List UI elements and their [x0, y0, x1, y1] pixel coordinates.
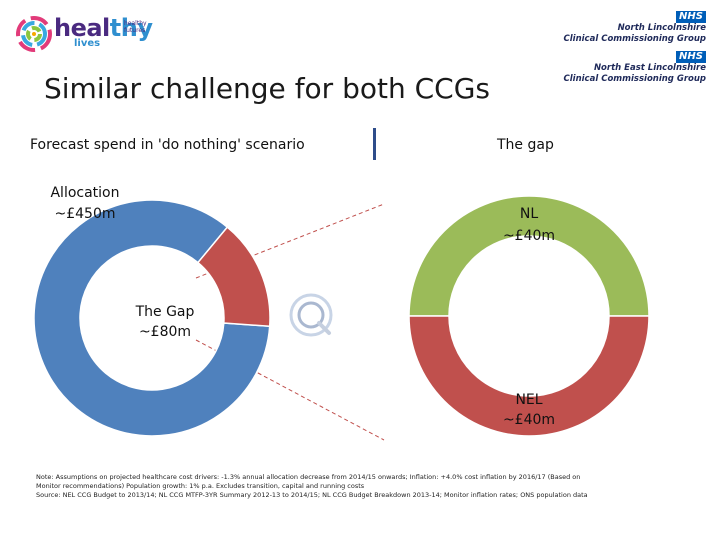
logo-word-b: thy — [109, 14, 153, 42]
nhs-org-line2: Clinical Commissioning Group — [563, 33, 706, 44]
nl-label: NL — [520, 206, 538, 222]
nel-value: ~£40m — [503, 412, 555, 428]
logo-sub: lives — [74, 38, 101, 49]
right-chart-heading: The gap — [497, 137, 554, 153]
heading-divider — [373, 128, 376, 160]
nhs-org-line2: Clinical Commissioning Group — [563, 73, 706, 84]
allocation-label: Allocation — [50, 185, 119, 201]
nhs-org-line1: North Lincolnshire — [617, 23, 706, 33]
nhs-org-line1: North East Lincolnshire — [593, 63, 706, 73]
page-title: Similar challenge for both CCGs — [44, 72, 491, 105]
nhs-nl-block: NHS North Lincolnshire Clinical Commissi… — [564, 4, 706, 44]
logo-tagline: healthy futures — [124, 20, 147, 34]
footnote-line-3: Source: NEL CCG Budget to 2013/14; NL CC… — [36, 491, 588, 499]
logo-wordmark: healthy — [54, 14, 153, 42]
left-donut-chart — [33, 199, 271, 437]
healthy-lives-logo: healthy lives healthy futures — [14, 14, 154, 54]
nhs-badge: NHS — [676, 11, 706, 23]
right-donut-chart — [408, 195, 650, 437]
swirl-logo-icon — [16, 16, 52, 52]
nl-value: ~£40m — [503, 228, 555, 244]
nel-slice — [408, 315, 650, 437]
nhs-nel-block: NHS North East Lincolnshire Clinical Com… — [564, 44, 706, 84]
left-chart-heading: Forecast spend in 'do nothing' scenario — [30, 137, 305, 153]
footnote: Note: Assumptions on projected healthcar… — [36, 473, 696, 500]
nl-slice — [408, 195, 650, 317]
logo-word-a: heal — [54, 14, 110, 42]
nhs-badge: NHS — [676, 51, 706, 63]
gap-slice — [196, 226, 271, 328]
allocation-value: ~£450m — [55, 206, 116, 222]
footnote-line-1: Note: Assumptions on projected healthcar… — [36, 473, 581, 481]
footnote-line-2: Monitor recommendations) Population grow… — [36, 482, 365, 490]
gap-label: The Gap — [135, 304, 195, 320]
connector-line-top — [195, 203, 385, 279]
magnifier-icon — [289, 293, 333, 337]
nel-label: NEL — [515, 392, 542, 408]
gap-value: ~£80m — [139, 324, 191, 340]
allocation-slice — [33, 199, 271, 437]
